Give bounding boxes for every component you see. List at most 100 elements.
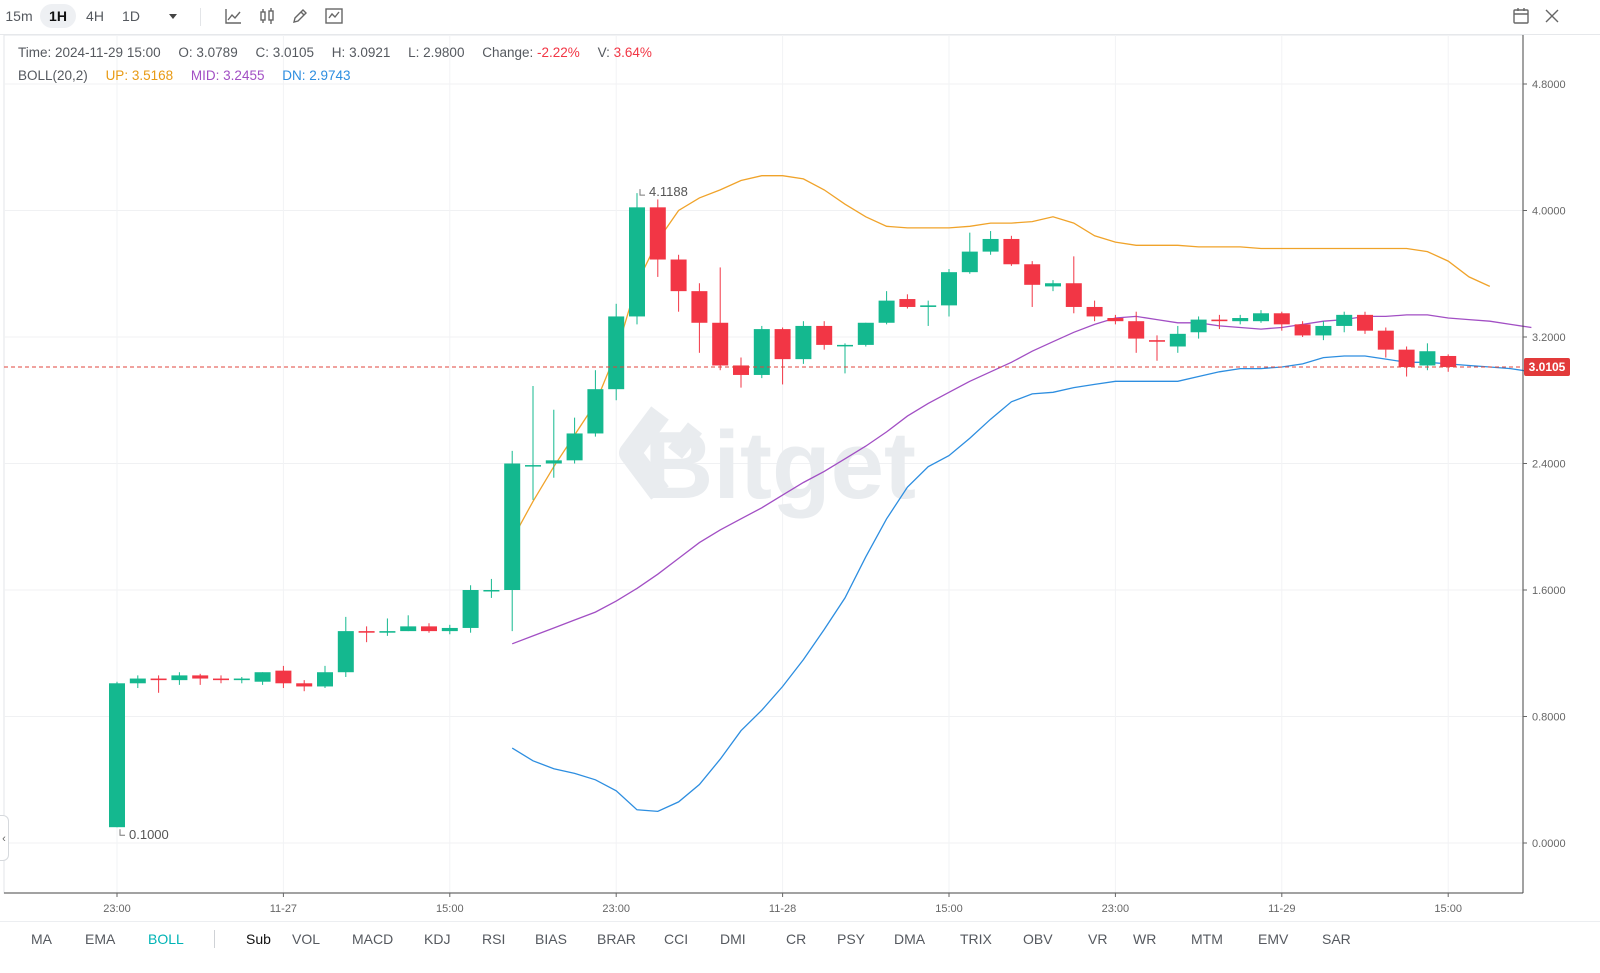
candle[interactable] xyxy=(1357,311,1373,334)
candle[interactable] xyxy=(1440,354,1457,372)
candle[interactable] xyxy=(1336,311,1353,333)
indicator-vol[interactable]: VOL xyxy=(292,931,321,947)
candle[interactable] xyxy=(317,665,333,689)
candle[interactable] xyxy=(774,327,791,385)
candle[interactable] xyxy=(171,672,188,685)
candle[interactable] xyxy=(1149,335,1165,361)
candle[interactable] xyxy=(400,615,417,632)
indicator-rsi[interactable]: RSI xyxy=(482,931,506,947)
fullscreen-exit-icon[interactable] xyxy=(1541,5,1563,27)
candle[interactable] xyxy=(150,675,167,693)
indicator-emv[interactable]: EMV xyxy=(1258,931,1289,947)
collapse-panel-handle[interactable]: ‹ xyxy=(0,815,9,861)
candle[interactable] xyxy=(233,676,250,684)
candle[interactable] xyxy=(1128,311,1145,353)
candle[interactable] xyxy=(1232,314,1249,325)
candle[interactable] xyxy=(649,199,666,277)
candle[interactable] xyxy=(296,680,313,692)
candle[interactable] xyxy=(961,232,978,274)
candle[interactable] xyxy=(1003,235,1020,266)
candle[interactable] xyxy=(1419,343,1436,371)
indicator-vr[interactable]: VR xyxy=(1088,931,1108,947)
candle[interactable] xyxy=(1190,316,1207,339)
candle[interactable] xyxy=(379,618,396,636)
triangle-down-icon[interactable] xyxy=(162,5,184,27)
candle[interactable] xyxy=(109,681,125,828)
candle[interactable] xyxy=(1045,280,1061,292)
candle[interactable] xyxy=(691,283,708,353)
indicator-obv[interactable]: OBV xyxy=(1023,931,1053,947)
candle[interactable] xyxy=(1065,256,1082,314)
indicator-mtm[interactable]: MTM xyxy=(1191,931,1223,947)
candle-body xyxy=(920,305,937,307)
indicator-dmi[interactable]: DMI xyxy=(720,931,746,947)
candle[interactable] xyxy=(795,321,812,364)
indicator-sar[interactable]: SAR xyxy=(1322,931,1351,947)
candle[interactable] xyxy=(504,450,521,632)
candle[interactable] xyxy=(608,303,625,401)
indicator-brar[interactable]: BRAR xyxy=(597,931,636,947)
candle[interactable] xyxy=(941,269,957,317)
candle[interactable] xyxy=(462,585,479,633)
indicator-psy[interactable]: PSY xyxy=(837,931,866,947)
candle[interactable] xyxy=(587,370,604,437)
candle[interactable] xyxy=(358,626,375,643)
timeframe-4h[interactable]: 4H xyxy=(86,8,104,24)
candle[interactable] xyxy=(1211,314,1228,330)
timeframe-15m[interactable]: 15m xyxy=(5,8,33,24)
indicator-ma[interactable]: MA xyxy=(31,931,52,947)
indicator-cr[interactable]: CR xyxy=(786,931,807,947)
indicator-kdj[interactable]: KDJ xyxy=(424,931,451,947)
candle[interactable] xyxy=(712,267,729,371)
candle[interactable] xyxy=(1377,327,1394,358)
candle[interactable] xyxy=(525,386,541,500)
candle[interactable] xyxy=(213,675,229,684)
candle[interactable] xyxy=(545,409,562,478)
candle[interactable] xyxy=(753,325,770,379)
indicator-ema[interactable]: EMA xyxy=(85,931,116,947)
candle[interactable] xyxy=(1169,325,1186,353)
indicator-cci[interactable]: CCI xyxy=(664,931,689,947)
calendar-icon[interactable] xyxy=(1510,5,1532,27)
indicator-icon[interactable] xyxy=(323,5,345,27)
candle[interactable] xyxy=(1253,310,1269,323)
candle[interactable] xyxy=(1086,300,1103,322)
candle[interactable] xyxy=(1315,321,1332,341)
candle[interactable] xyxy=(1024,261,1041,307)
candle[interactable] xyxy=(566,417,583,464)
candle[interactable] xyxy=(920,300,937,326)
candle[interactable] xyxy=(670,254,687,312)
line-chart-icon[interactable] xyxy=(222,5,244,27)
timeframe-1d[interactable]: 1D xyxy=(122,8,140,24)
candle[interactable] xyxy=(275,665,292,689)
candle[interactable] xyxy=(629,193,645,325)
candle[interactable] xyxy=(982,231,999,255)
candle[interactable] xyxy=(129,675,146,689)
candle[interactable] xyxy=(1107,314,1124,325)
candle[interactable] xyxy=(733,357,749,388)
candle[interactable] xyxy=(857,322,874,347)
indicator-wr[interactable]: WR xyxy=(1133,931,1157,947)
candle[interactable] xyxy=(192,673,209,685)
timeframe-1h[interactable]: 1H xyxy=(40,4,76,28)
candle[interactable] xyxy=(837,343,853,374)
candle[interactable] xyxy=(483,578,500,598)
indicator-trix[interactable]: TRIX xyxy=(960,931,992,947)
candle[interactable] xyxy=(421,623,437,633)
candle[interactable] xyxy=(1398,346,1415,377)
pencil-icon[interactable] xyxy=(289,5,311,27)
candle[interactable] xyxy=(1273,311,1290,331)
candlestick-icon[interactable] xyxy=(256,5,278,27)
indicator-boll[interactable]: BOLL xyxy=(148,931,184,947)
indicator-bias[interactable]: BIAS xyxy=(535,931,567,947)
candle[interactable] xyxy=(1294,321,1311,337)
candle[interactable] xyxy=(899,294,916,309)
candle[interactable] xyxy=(254,672,271,685)
candle[interactable] xyxy=(337,616,354,677)
candle[interactable] xyxy=(878,291,895,325)
indicator-dma[interactable]: DMA xyxy=(894,931,926,947)
candle[interactable] xyxy=(441,624,458,635)
candle[interactable] xyxy=(816,321,833,350)
indicator-macd[interactable]: MACD xyxy=(352,931,394,947)
